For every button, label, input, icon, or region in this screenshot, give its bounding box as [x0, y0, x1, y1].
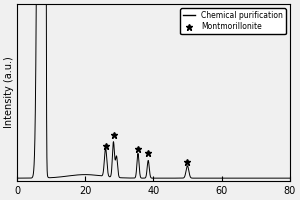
Legend: Chemical purification, Montmorillonite: Chemical purification, Montmorillonite: [180, 8, 286, 34]
Y-axis label: Intensity (a.u.): Intensity (a.u.): [4, 57, 14, 128]
